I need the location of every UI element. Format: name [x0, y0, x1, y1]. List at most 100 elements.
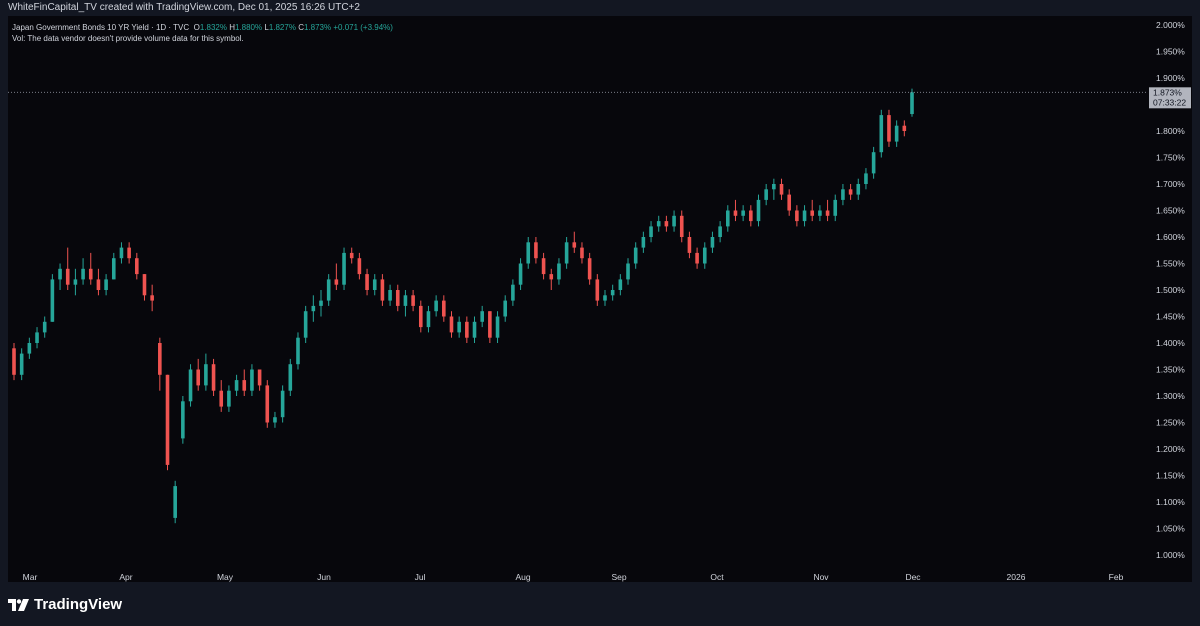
candle-body — [334, 279, 339, 285]
candle-body — [511, 284, 515, 301]
candle-body — [288, 364, 293, 391]
candle-body — [12, 348, 16, 375]
candle — [503, 295, 508, 322]
candle — [641, 231, 646, 253]
candle — [725, 205, 730, 232]
candle — [326, 274, 331, 306]
candle — [756, 194, 761, 227]
candle — [841, 184, 845, 206]
tradingview-brand[interactable]: TradingView — [8, 596, 122, 613]
candle — [772, 178, 776, 200]
y-axis-ticks: 2.000%1.950%1.900%1.850%1.800%1.750%1.70… — [1156, 20, 1185, 560]
x-tick-label: Sep — [611, 572, 626, 582]
candle-body — [196, 369, 201, 386]
candle-body — [150, 295, 154, 301]
candle-body — [349, 252, 354, 259]
candle-body — [664, 221, 669, 227]
y-tick-label: 1.450% — [1156, 312, 1185, 322]
x-tick-label: Oct — [710, 572, 724, 582]
candle — [457, 316, 461, 338]
candle-body — [848, 189, 853, 195]
last-price-value: 1.873% — [1153, 87, 1182, 97]
candle — [12, 343, 16, 381]
candle — [135, 252, 139, 280]
candle — [395, 284, 400, 312]
candle — [871, 146, 876, 179]
candle — [633, 242, 638, 269]
candle-body — [380, 279, 385, 301]
candle-body — [73, 279, 78, 285]
open-label: O — [193, 23, 200, 32]
candle — [488, 311, 492, 343]
candle — [204, 353, 208, 391]
candle-body — [457, 321, 461, 333]
candle-body — [787, 194, 791, 211]
y-tick-label: 1.350% — [1156, 365, 1185, 375]
candle-body — [403, 295, 408, 306]
candles — [12, 88, 914, 524]
candle-body — [656, 221, 661, 227]
y-tick-label: 1.550% — [1156, 259, 1185, 269]
candle-body — [741, 210, 745, 216]
y-tick-label: 1.300% — [1156, 391, 1185, 401]
candle — [587, 252, 592, 285]
candle — [65, 247, 70, 290]
candle-body — [626, 263, 630, 280]
x-tick-label: Jun — [317, 572, 331, 582]
candle — [741, 205, 745, 222]
candle — [442, 295, 446, 322]
candle-body — [50, 279, 55, 322]
candle — [733, 199, 738, 222]
candle-body — [795, 210, 799, 222]
candle — [181, 396, 185, 444]
candle-body — [902, 125, 907, 131]
candle-body — [910, 92, 914, 115]
candlestick-chart[interactable]: 2.000%1.950%1.900%1.850%1.800%1.750%1.70… — [0, 0, 1200, 584]
candle — [764, 184, 768, 206]
candle — [825, 199, 830, 222]
candle-body — [19, 353, 24, 375]
candle — [342, 247, 346, 290]
candle — [833, 194, 838, 222]
y-tick-label: 1.900% — [1156, 73, 1185, 83]
candle — [411, 290, 415, 312]
candle-body — [142, 274, 147, 296]
candle — [280, 385, 285, 423]
candle-body — [856, 184, 861, 195]
candle — [695, 247, 699, 269]
candle-body — [296, 337, 300, 365]
candle-body — [418, 305, 423, 328]
candle-body — [718, 226, 722, 237]
candle — [595, 274, 600, 306]
candle — [679, 210, 684, 243]
candle-body — [96, 279, 101, 290]
candle-body — [265, 385, 270, 423]
candle — [580, 242, 584, 264]
x-tick-label: Dec — [905, 572, 921, 582]
y-tick-label: 1.100% — [1156, 497, 1185, 507]
candle-body — [211, 364, 216, 391]
candle — [802, 205, 807, 227]
y-tick-label: 1.150% — [1156, 471, 1185, 481]
candle — [795, 205, 799, 227]
low-value: 1.827% — [268, 23, 296, 32]
candle-body — [342, 252, 346, 285]
candle-body — [641, 237, 646, 248]
candle-body — [503, 300, 508, 317]
candle-body — [188, 369, 193, 402]
y-tick-label: 1.800% — [1156, 126, 1185, 136]
chart-plot-area[interactable] — [8, 16, 1146, 582]
candle — [250, 364, 254, 396]
candle — [158, 337, 162, 391]
candle-body — [257, 369, 262, 386]
candle-body — [534, 242, 538, 259]
candle-body — [81, 268, 85, 280]
candle-body — [395, 290, 400, 306]
candle-body — [426, 311, 431, 328]
candle — [111, 252, 116, 280]
x-tick-label: Jul — [415, 572, 426, 582]
candle-body — [472, 321, 477, 338]
candle — [357, 252, 362, 280]
price-axis[interactable] — [1146, 16, 1192, 582]
candle — [526, 237, 531, 269]
